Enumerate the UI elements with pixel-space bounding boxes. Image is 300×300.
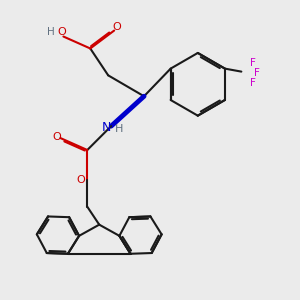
Text: O: O [76,175,85,185]
Text: H: H [47,27,55,37]
Text: F: F [250,78,256,88]
Text: O: O [58,27,66,37]
Text: O: O [52,132,61,142]
Text: O: O [112,22,121,32]
Text: F: F [250,58,256,68]
Text: F: F [254,68,260,78]
Text: H: H [116,124,124,134]
Text: N: N [102,121,111,134]
